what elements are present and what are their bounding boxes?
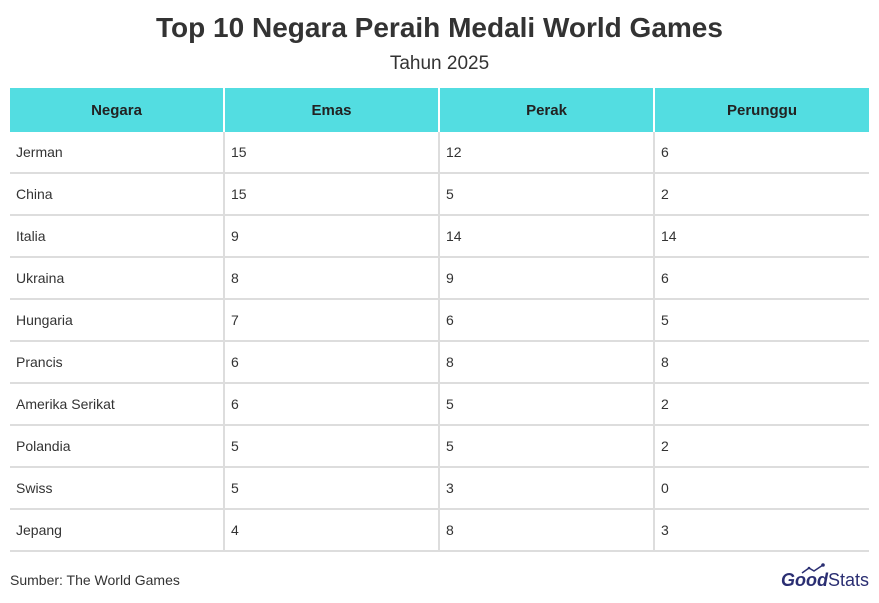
bronze-cell: 0: [654, 467, 869, 510]
bronze-cell: 2: [654, 173, 869, 216]
logo-stats-text: Stats: [827, 570, 869, 590]
bronze-cell: 5: [654, 299, 869, 342]
header-perak: Perak: [438, 88, 655, 132]
gold-cell: 15: [224, 132, 440, 174]
gold-cell: 8: [224, 257, 440, 300]
table-row: Italia 9 14 14: [10, 215, 869, 258]
gold-cell: 5: [224, 467, 440, 510]
country-cell: Prancis: [10, 341, 225, 384]
medal-table: Negara Emas Perak Perunggu Jerman 15 12 6 Ch…: [10, 88, 869, 552]
bronze-cell: 6: [654, 132, 869, 174]
table-header-row: Negara Emas Perak Perunggu: [10, 88, 869, 132]
table-row: Prancis 6 8 8: [10, 341, 869, 384]
country-cell: Jerman: [10, 132, 225, 174]
gold-cell: 15: [224, 173, 440, 216]
chart-subtitle: Tahun 2025: [389, 53, 490, 74]
bronze-cell: 8: [654, 341, 869, 384]
gold-cell: 7: [224, 299, 440, 342]
silver-cell: 8: [439, 341, 655, 384]
table-row: Ukraina 8 9 6: [10, 257, 869, 300]
medal-table-container: Negara Emas Perak Perunggu Jerman 15 12 6 Ch…: [10, 88, 869, 552]
country-cell: Jepang: [10, 509, 225, 552]
table-row: Polandia 5 5 2: [10, 425, 869, 468]
country-cell: Ukraina: [10, 257, 225, 300]
silver-cell: 5: [439, 383, 655, 426]
silver-cell: 3: [439, 467, 655, 510]
country-cell: Swiss: [10, 467, 225, 510]
gold-cell: 6: [224, 383, 440, 426]
country-cell: Polandia: [10, 425, 225, 468]
silver-cell: 6: [439, 299, 655, 342]
gold-cell: 6: [224, 341, 440, 384]
table-row: China 15 5 2: [10, 173, 869, 216]
country-cell: Italia: [10, 215, 225, 258]
table-row: Jepang 4 8 3: [10, 509, 869, 552]
bronze-cell: 2: [654, 425, 869, 468]
header-negara: Negara: [10, 88, 225, 132]
table-row: Swiss 5 3 0: [10, 467, 869, 510]
table-row: Amerika Serikat 6 5 2: [10, 383, 869, 426]
silver-cell: 8: [439, 509, 655, 552]
silver-cell: 5: [439, 173, 655, 216]
bronze-cell: 2: [654, 383, 869, 426]
logo-good-text: Good: [780, 570, 828, 590]
goodstats-logo: GoodStats: [780, 563, 869, 593]
trend-icon: [801, 563, 825, 574]
bronze-cell: 6: [654, 257, 869, 300]
gold-cell: 5: [224, 425, 440, 468]
table-row: Hungaria 7 6 5: [10, 299, 869, 342]
chart-title: Top 10 Negara Peraih Medali World Games: [156, 12, 723, 43]
silver-cell: 12: [439, 132, 655, 174]
country-cell: Amerika Serikat: [10, 383, 225, 426]
header-emas: Emas: [223, 88, 440, 132]
gold-cell: 4: [224, 509, 440, 552]
silver-cell: 14: [439, 215, 655, 258]
silver-cell: 9: [439, 257, 655, 300]
gold-cell: 9: [224, 215, 440, 258]
header-perunggu: Perunggu: [653, 88, 869, 132]
source-note: Sumber: The World Games: [10, 572, 180, 588]
silver-cell: 5: [439, 425, 655, 468]
table-row: Jerman 15 12 6: [10, 132, 869, 174]
bronze-cell: 14: [654, 215, 869, 258]
table-body: Jerman 15 12 6 China 15 5 2 Italia 9 14 14 Ukraina 8 9…: [10, 132, 869, 552]
bronze-cell: 3: [654, 509, 869, 552]
country-cell: China: [10, 173, 225, 216]
country-cell: Hungaria: [10, 299, 225, 342]
